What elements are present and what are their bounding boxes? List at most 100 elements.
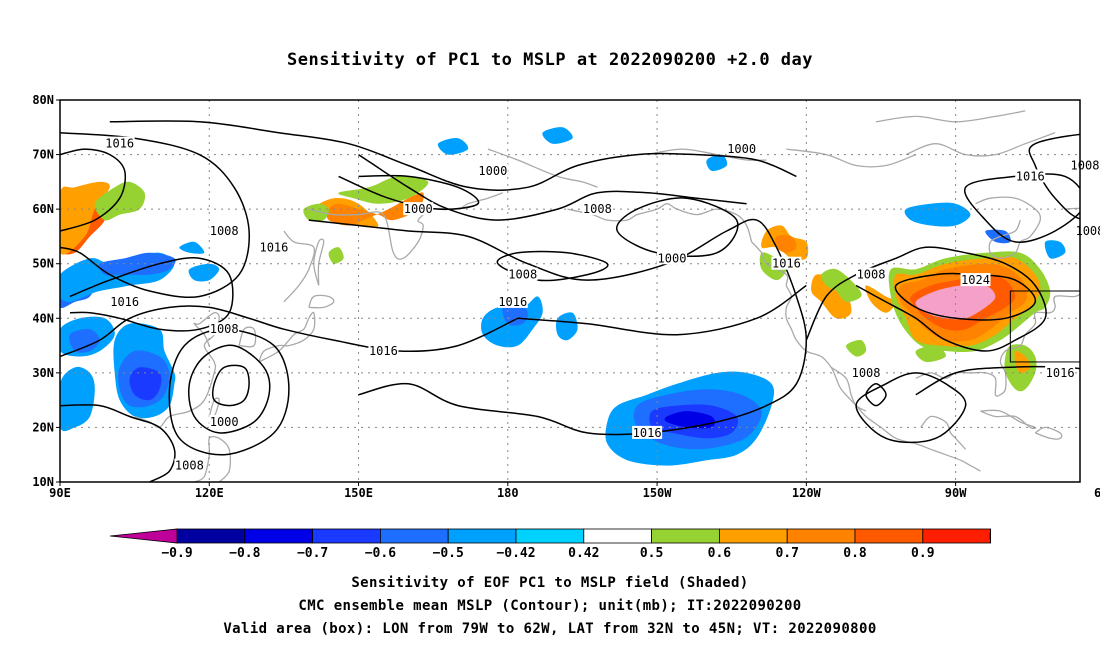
contour-label-bg <box>632 425 663 439</box>
coastline <box>975 196 1042 259</box>
contour-label-bg <box>403 202 434 216</box>
isobar <box>358 153 747 221</box>
contour-label-bg <box>771 256 802 270</box>
contour-label-bg <box>582 202 613 216</box>
contour-label-bg <box>209 223 240 237</box>
contour-label: 1000 <box>478 164 507 178</box>
colorbar-swatch <box>854 528 924 544</box>
map-frame <box>59 99 1081 483</box>
contour-label-bg <box>1045 365 1076 379</box>
valid-area-box <box>1009 290 1080 363</box>
chart-title: Sensitivity of PC1 to MSLP at 2022090200… <box>286 50 813 70</box>
contour-label: 1008 <box>210 322 239 336</box>
shaded-region <box>69 329 100 353</box>
contour-label-bg <box>507 267 538 281</box>
lon-tick-label: 120W <box>792 486 822 500</box>
coastline <box>308 192 504 260</box>
colorbar-high-arrow <box>989 528 991 544</box>
lat-tick-label: 20N <box>32 420 54 434</box>
colorbar-label: 0.6 <box>708 546 732 561</box>
lon-tick-label: 180 <box>497 486 519 500</box>
contour-label-bg <box>1074 223 1100 237</box>
coastline <box>308 294 335 309</box>
colorbar-label: −0.8 <box>229 546 260 561</box>
contour-label: 1008 <box>583 202 612 216</box>
caption-shading: Sensitivity of EOF PC1 to MSLP field (Sh… <box>351 575 749 591</box>
contour-label-layer: 1016 1008 1016 1016 1008 1016 1000 1008 1000 1000… <box>104 136 1100 473</box>
contour-label-bg <box>960 273 991 287</box>
contour-label-bg <box>174 458 205 472</box>
colorbar-label: −0.7 <box>297 546 328 561</box>
contour-label-bg <box>1015 169 1046 183</box>
contour-label-bg <box>209 322 240 336</box>
coastline <box>258 311 316 363</box>
colorbar-swatch <box>515 528 585 544</box>
colorbar-label: 0.8 <box>843 546 867 561</box>
colorbar-swatch <box>176 528 246 544</box>
shading-layer <box>60 127 1066 466</box>
lat-tick-label: 80N <box>32 93 54 107</box>
isobar <box>60 404 176 482</box>
coastline <box>567 203 753 243</box>
isobar <box>60 131 250 299</box>
colorbar-label: 0.9 <box>911 546 934 561</box>
shaded-region <box>60 366 95 432</box>
coastline <box>905 132 1056 157</box>
shaded-region <box>915 345 946 363</box>
shaded-region <box>1044 240 1066 259</box>
contour-label-bg <box>109 294 140 308</box>
shaded-region <box>94 181 146 221</box>
colorbar-label: 0.5 <box>640 546 663 561</box>
shaded-region <box>179 241 205 254</box>
contour-label: 1000 <box>404 202 433 216</box>
coastline-layer <box>134 110 1080 482</box>
coastline <box>875 110 1026 123</box>
colorbar-swatch <box>312 528 381 544</box>
colorbar-swatch <box>379 528 449 544</box>
colorbar-swatch <box>583 528 652 544</box>
shaded-region <box>774 235 797 253</box>
shaded-region <box>542 127 573 144</box>
coastline <box>830 366 867 412</box>
contour-label: 1008 <box>210 224 239 238</box>
isobar <box>517 284 807 336</box>
contour-label: 1016 <box>110 295 139 309</box>
coastline <box>238 326 257 348</box>
lat-tick-label: 50N <box>32 257 54 271</box>
contour-label: 1016 <box>498 295 527 309</box>
contour-label-bg <box>851 365 882 379</box>
contour-label: 1016 <box>633 426 662 440</box>
contour-label-bg <box>657 251 687 265</box>
contour-label-bg <box>497 294 528 308</box>
lon-tick-label: 120E <box>195 486 224 500</box>
contour-label: 1000 <box>658 251 687 265</box>
colorbar-label: −0.6 <box>365 546 396 561</box>
contour-label: 1000 <box>727 142 756 156</box>
contour-label-bg <box>209 414 240 428</box>
contour-label: 1008 <box>175 459 204 473</box>
colorbar-label: −0.42 <box>496 546 535 561</box>
isobar <box>188 344 271 434</box>
contour-label-bg <box>856 267 887 281</box>
contour-label: 1008 <box>1071 158 1100 172</box>
colorbar-swatch <box>651 528 720 544</box>
contour-label: 1016 <box>1046 366 1075 380</box>
colorbar-label: 0.7 <box>775 546 798 561</box>
coastline <box>786 148 917 168</box>
colorbar-label: −0.5 <box>433 546 464 561</box>
shaded-region <box>188 263 220 282</box>
lon-tick-label: 90E <box>49 486 71 500</box>
shaded-region <box>303 203 329 222</box>
contour-label: 1016 <box>259 240 288 254</box>
colorbar-swatch <box>922 528 991 544</box>
contour-label: 1016 <box>1016 169 1045 183</box>
contour-label: 1016 <box>369 344 398 358</box>
contour-label: 1016 <box>105 137 134 151</box>
coastline <box>1034 426 1063 440</box>
caption-contour: CMC ensemble mean MSLP (Contour); unit(m… <box>298 598 802 614</box>
contour-label-bg <box>1069 158 1100 172</box>
colorbar-swatch <box>786 528 856 544</box>
shaded-region <box>820 268 862 303</box>
